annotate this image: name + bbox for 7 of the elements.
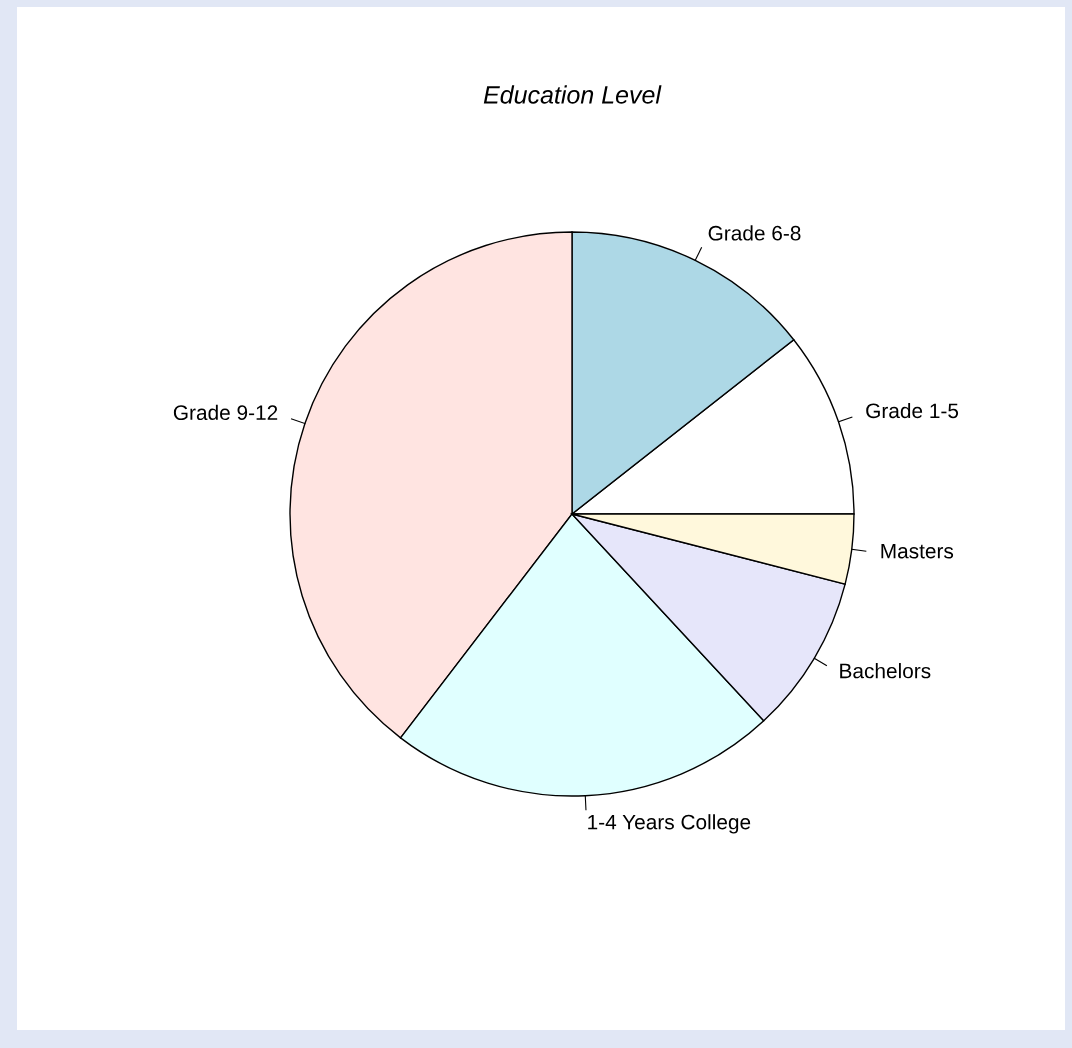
slice-label: Masters (881, 543, 954, 559)
slice-label: Bachelors (840, 663, 931, 679)
slice-label: Grade 1-5 (866, 402, 959, 419)
chart-title: Education Level (483, 85, 662, 104)
slice-label: 1-4 Years College (588, 814, 751, 834)
slice-label: Grade 6-8 (708, 225, 801, 241)
slice-label: Grade 9-12 (173, 404, 278, 421)
